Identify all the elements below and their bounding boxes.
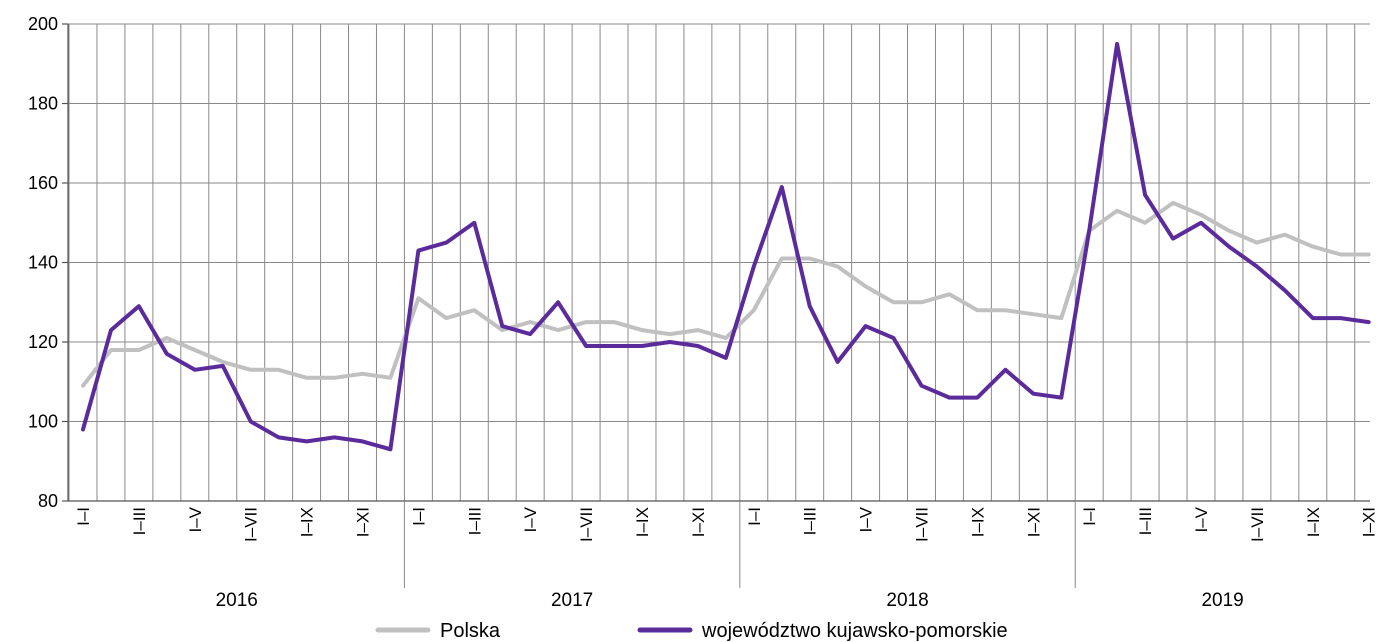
- legend: Polska województwo kujawsko-pomorskie: [375, 620, 1008, 642]
- month-tick-label: I–XI: [354, 507, 373, 537]
- legend-kujawsko-pomorskie-label: województwo kujawsko-pomorskie: [701, 620, 1008, 642]
- legend-polska-label: Polska: [440, 620, 501, 642]
- month-tick-label: I–V: [857, 506, 876, 532]
- series-line-kujawsko-pomorskie: [81, 41, 1371, 452]
- month-tick-label: I–I: [745, 507, 764, 526]
- month-tick-label: I–III: [801, 507, 820, 535]
- month-tick-label: I–V: [521, 506, 540, 532]
- year-label: 2019: [1201, 590, 1243, 611]
- month-tick-label: I–VII: [1248, 507, 1267, 542]
- month-tick-label: I–IX: [633, 507, 652, 537]
- y-tick-label: 140: [28, 253, 58, 273]
- month-tick-label: I–VII: [242, 507, 261, 542]
- month-tick-label: I–IX: [968, 507, 987, 537]
- month-tick-label: I–III: [130, 507, 149, 535]
- month-tick-label: I–I: [74, 507, 93, 526]
- month-tick-label: I–V: [1192, 506, 1211, 532]
- y-tick-label: 200: [28, 14, 58, 34]
- tick-labels: 80 100 120 140 160 180 200 I–I I–III I–V I–VII I–IX…: [28, 14, 1376, 611]
- month-tick-label: I–XI: [1024, 507, 1043, 537]
- axes: [62, 23, 1370, 588]
- month-tick-label: I–I: [409, 507, 428, 526]
- year-label: 2018: [886, 590, 928, 611]
- series-lines: [81, 41, 1371, 452]
- year-label: 2017: [551, 590, 593, 611]
- y-tick-label: 80: [38, 491, 58, 511]
- month-tick-label: I–XI: [1360, 507, 1376, 537]
- month-tick-label: I–VII: [577, 507, 596, 542]
- month-tick-label: I–III: [1136, 507, 1155, 535]
- series-line-polska: [81, 200, 1371, 388]
- y-tick-label: 100: [28, 412, 58, 432]
- y-tick-label: 160: [28, 173, 58, 193]
- month-tick-label: I–IX: [1304, 507, 1323, 537]
- month-tick-label: I–VII: [913, 507, 932, 542]
- month-tick-label: I–III: [465, 507, 484, 535]
- month-tick-label: I–V: [186, 506, 205, 532]
- month-tick-label: I–IX: [298, 507, 317, 537]
- year-label: 2016: [216, 590, 258, 611]
- y-tick-label: 120: [28, 332, 58, 352]
- month-tick-label: I–XI: [689, 507, 708, 537]
- month-tick-label: I–I: [1080, 507, 1099, 526]
- grid-lines: [68, 23, 1370, 502]
- y-tick-label: 180: [28, 94, 58, 114]
